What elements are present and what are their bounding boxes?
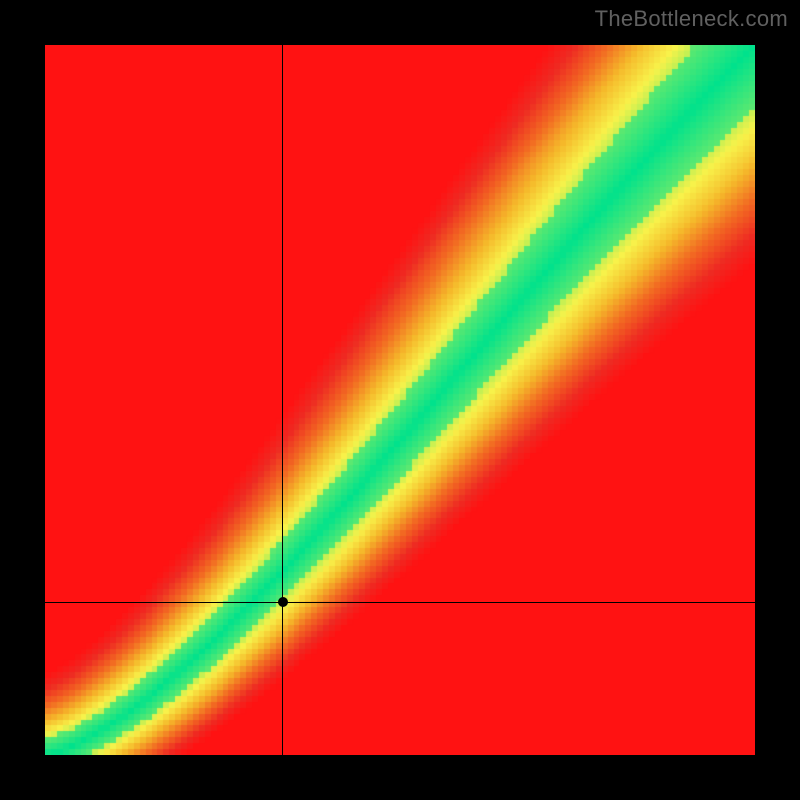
heatmap-canvas [45,45,755,755]
plot-area [45,45,755,755]
data-point-marker [278,597,288,607]
watermark-text: TheBottleneck.com [595,6,788,32]
chart-container: TheBottleneck.com [0,0,800,800]
crosshair-horizontal [45,602,755,603]
crosshair-vertical [282,45,283,755]
